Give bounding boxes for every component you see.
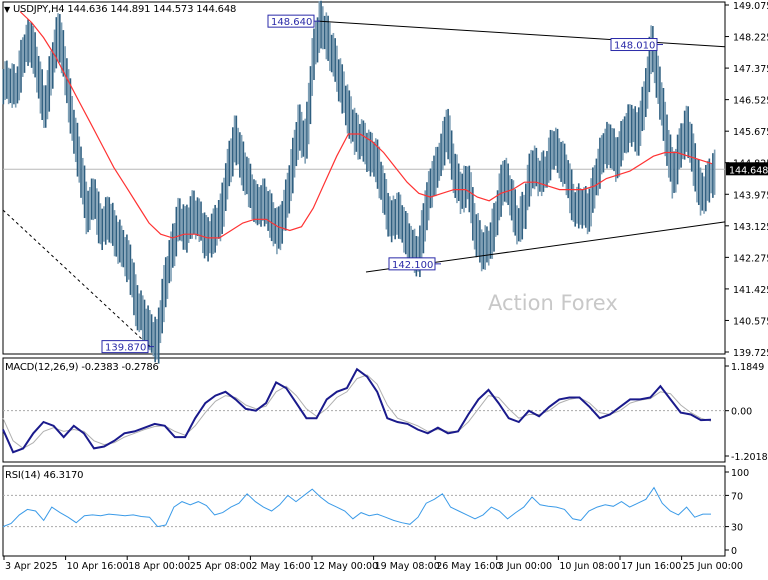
macd-signal-line bbox=[2, 374, 712, 449]
price-axis-label: 145.675 bbox=[733, 127, 768, 138]
price-axis-label: 139.725 bbox=[733, 348, 768, 359]
price-panel-header: ▼ USDJPY,H4 144.636 144.891 144.573 144.… bbox=[4, 4, 236, 15]
time-axis-label: 25 Apr 08:00 bbox=[190, 561, 252, 572]
price-annotation-label: 148.640 bbox=[271, 17, 312, 28]
price-axis-label: 148.225 bbox=[733, 33, 768, 44]
time-axis-label: 10 Apr 16:00 bbox=[67, 561, 129, 572]
macd-axis-label: -1.2018 bbox=[731, 452, 768, 463]
price-axis-label: 149.075 bbox=[733, 1, 768, 12]
price-axis-label: 147.375 bbox=[733, 64, 768, 75]
price-axis-label: 140.575 bbox=[733, 316, 768, 327]
rsi-axis-label: 0 bbox=[731, 546, 737, 557]
price-axis-label: 141.425 bbox=[733, 285, 768, 296]
rsi-axis-label: 70 bbox=[731, 491, 743, 502]
price-bars bbox=[2, 0, 716, 364]
rsi-axis-label: 100 bbox=[731, 468, 749, 479]
price-annotation-label: 148.010 bbox=[614, 41, 655, 52]
watermark: Action Forex bbox=[488, 291, 618, 315]
time-axis-label: 17 Jun 16:00 bbox=[621, 561, 681, 572]
price-panel bbox=[2, 1, 726, 355]
time-axis-label: 26 May 16:00 bbox=[436, 561, 501, 572]
macd-axis-label: 0.00 bbox=[731, 407, 752, 418]
price-annotation-label: 139.870 bbox=[105, 343, 146, 354]
current-price-tag-label: 144.648 bbox=[729, 165, 768, 176]
rsi-line bbox=[2, 486, 711, 528]
macd-macd-line bbox=[2, 367, 712, 454]
price-axis-label: 146.525 bbox=[733, 96, 768, 107]
time-axis-label: 3 Jun 00:00 bbox=[498, 561, 552, 572]
time-axis-label: 2 May 16:00 bbox=[251, 561, 310, 572]
time-axis-label: 12 May 00:00 bbox=[313, 561, 378, 572]
rsi-axis-label: 30 bbox=[731, 523, 743, 534]
macd-panel-header: MACD(12,26,9) -0.2383 -0.2786 bbox=[5, 362, 159, 373]
rsi-panel bbox=[2, 465, 726, 557]
time-axis-label: 10 Jun 08:00 bbox=[559, 561, 619, 572]
price-annotation-label: 142.100 bbox=[392, 260, 433, 271]
price-axis-label: 142.275 bbox=[733, 253, 768, 264]
price-axis-label: 143.975 bbox=[733, 190, 768, 201]
time-axis-label: 18 Apr 00:00 bbox=[128, 561, 190, 572]
symbol-ohlc-label: USDJPY,H4 144.636 144.891 144.573 144.64… bbox=[12, 4, 237, 15]
rsi-panel-header: RSI(14) 46.3170 bbox=[5, 470, 84, 481]
macd-axis-label: 1.1849 bbox=[731, 362, 764, 373]
moving-average-line bbox=[19, 11, 713, 239]
time-axis-label: 19 May 08:00 bbox=[375, 561, 440, 572]
time-axis-label: 3 Apr 2025 bbox=[5, 561, 58, 572]
time-axis-label: 25 Jun 00:00 bbox=[683, 561, 743, 572]
price-axis-label: 143.125 bbox=[733, 222, 768, 233]
collapse-triangle-icon[interactable]: ▼ bbox=[4, 5, 10, 14]
current-price-tag bbox=[726, 162, 768, 176]
